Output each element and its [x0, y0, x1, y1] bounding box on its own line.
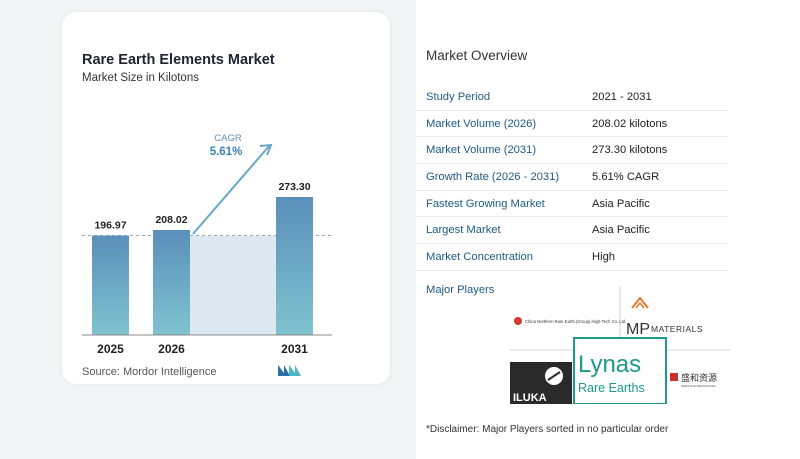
- row-key: Largest Market: [426, 224, 501, 237]
- row-key: Market Volume (2031): [426, 144, 537, 157]
- shenghe-logo: 盛和资源 SHENGHE RESOURCES: [670, 372, 717, 388]
- row-value: 5.61% CAGR: [592, 170, 660, 183]
- cagr-value: 5.61%: [210, 146, 243, 158]
- table-row: Market Concentration High: [416, 244, 728, 271]
- row-value: 2021 - 2031: [592, 90, 652, 103]
- bar-2031: [276, 197, 313, 335]
- major-players-title: Major Players: [426, 284, 495, 296]
- category-label-2026: 2026: [158, 342, 185, 356]
- row-value: Asia Pacific: [592, 197, 650, 210]
- iluka-text: ILUKA: [513, 392, 547, 404]
- table-row: Market Volume (2026) 208.02 kilotons: [416, 111, 728, 138]
- value-label-2025: 196.97: [94, 220, 126, 232]
- row-key: Study Period: [426, 90, 491, 103]
- cagr-label: CAGR: [214, 133, 242, 144]
- table-row: Growth Rate (2026 - 2031) 5.61% CAGR: [416, 164, 728, 191]
- chart-card: 196.97 2025 208.02 2026 273.30 2031 CAGR 5.61% …: [62, 12, 390, 384]
- chart-subtitle: Market Size in Kilotons: [82, 72, 199, 84]
- table-row: Study Period 2021 - 2031: [416, 84, 728, 111]
- disclaimer-text: *Disclaimer: Major Players sorted in no …: [426, 424, 669, 435]
- row-key: Market Volume (2026): [426, 117, 537, 130]
- growth-band: [190, 235, 276, 335]
- lynas-logo: Lynas Rare Earths: [573, 337, 667, 404]
- value-label-2026: 208.02: [155, 214, 187, 226]
- shenghe-subtext: SHENGHE RESOURCES: [681, 384, 716, 388]
- bar-chart: 196.97 2025 208.02 2026 273.30 2031 CAGR 5.61%: [82, 133, 332, 356]
- row-value: 208.02 kilotons: [592, 117, 668, 130]
- chart-title: Rare Earth Elements Market: [82, 52, 275, 68]
- bar-2025: [92, 235, 129, 335]
- category-label-2025: 2025: [97, 342, 124, 356]
- row-key: Fastest Growing Market: [426, 197, 545, 210]
- major-players-logos: China Northern Rare Earth (Group) High-T…: [510, 286, 730, 404]
- cagr-arrow-line: [192, 144, 271, 235]
- cagr-arrow-head: [259, 143, 273, 156]
- mordor-intelligence-logo-icon: [278, 365, 301, 376]
- lynas-text: Lynas: [578, 351, 641, 378]
- overview-title: Market Overview: [426, 48, 528, 63]
- value-label-2031: 273.30: [278, 181, 310, 193]
- shenghe-text: 盛和资源: [681, 372, 717, 384]
- row-key: Market Concentration: [426, 250, 533, 263]
- market-overview-panel: Market Overview Study Period 2021 - 2031…: [416, 0, 800, 459]
- row-value: 273.30 kilotons: [592, 144, 668, 157]
- table-row: Largest Market Asia Pacific: [416, 217, 728, 245]
- overview-table: Study Period 2021 - 2031 Market Volume (…: [416, 84, 728, 271]
- mp-materials-logo: MP MATERIALS: [626, 296, 703, 338]
- china-northern-name: China Northern Rare Earth (Group) High-T…: [525, 319, 626, 324]
- row-value: High: [592, 250, 616, 263]
- source-text: Source: Mordor Intelligence: [82, 366, 217, 378]
- category-label-2031: 2031: [281, 342, 308, 356]
- lynas-subtext: Rare Earths: [578, 381, 645, 395]
- iluka-logo: ILUKA: [510, 362, 572, 404]
- bar-2026: [153, 229, 190, 335]
- row-key: Growth Rate (2026 - 2031): [426, 170, 560, 183]
- table-row: Fastest Growing Market Asia Pacific: [416, 191, 728, 218]
- mp-materials-text: MATERIALS: [651, 324, 703, 334]
- china-northern-logo: China Northern Rare Earth (Group) High-T…: [514, 317, 626, 325]
- row-value: Asia Pacific: [592, 224, 650, 237]
- mp-text: MP: [626, 321, 650, 338]
- table-row: Market Volume (2031) 273.30 kilotons: [416, 137, 728, 165]
